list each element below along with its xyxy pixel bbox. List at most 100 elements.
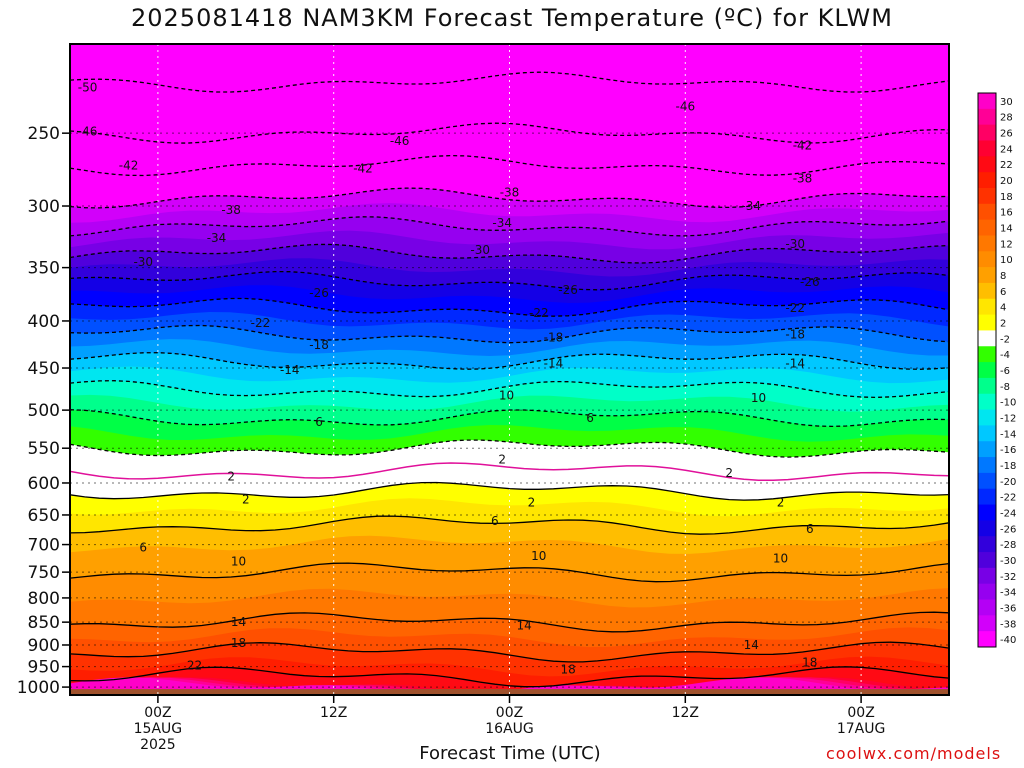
colorbar-swatch--36 xyxy=(978,599,996,616)
colorbar-label--14: -14 xyxy=(1000,429,1016,440)
contour-label-48: 18 xyxy=(560,663,575,677)
colorbar-swatch--14 xyxy=(978,425,996,442)
isotherm--18 xyxy=(70,324,949,344)
isotherm-22 xyxy=(70,666,949,688)
isotherm-2 xyxy=(70,481,949,501)
colorbar-label--26: -26 xyxy=(1000,524,1016,535)
contour-label-16: -26 xyxy=(309,286,329,300)
contour-label-37: 2 xyxy=(777,495,785,509)
contour-label-20: -22 xyxy=(529,306,549,320)
contour-label-1: -46 xyxy=(78,125,98,139)
contour-label-38: 6 xyxy=(491,514,499,528)
ytick-label-650: 650 xyxy=(28,506,60,526)
ytick-label-600: 600 xyxy=(28,474,60,494)
contour-label-42: 10 xyxy=(531,549,546,563)
xtick-label-3-0: 12Z xyxy=(672,705,699,721)
colorbar-swatch--2 xyxy=(978,330,996,347)
colorbar-swatch--28 xyxy=(978,536,996,553)
colorbar-label--28: -28 xyxy=(1000,540,1016,551)
colorbar-swatch-22 xyxy=(978,156,996,173)
colorbar-label-14: 14 xyxy=(1000,224,1013,235)
contour-labels: -50-46-46-46-42 -42-42-38-38-38-34-34-34-… xyxy=(78,80,820,676)
ytick-label-450: 450 xyxy=(28,359,60,379)
colorbar-swatch--22 xyxy=(978,488,996,506)
xtick-label-0-0: 00Z xyxy=(144,705,171,721)
colorbar-swatch--18 xyxy=(978,457,996,474)
contour-label-21: -22 xyxy=(785,301,805,315)
contour-label-2: -46 xyxy=(390,134,410,148)
colorbar-label-30: 30 xyxy=(1000,97,1013,108)
x-axis-label: Forecast Time (UTC) xyxy=(419,743,601,764)
contour-label-24: -18 xyxy=(785,328,805,342)
colorbar-swatch--6 xyxy=(978,362,996,379)
colorbar-swatch--8 xyxy=(978,377,996,395)
contour-label-43: 10 xyxy=(773,552,788,566)
contour-label-13: -30 xyxy=(133,255,153,269)
contour-label-45: 14 xyxy=(517,618,532,632)
xtick-label-2-0: 00Z xyxy=(496,705,523,721)
contour-label-25: -14 xyxy=(280,363,300,377)
colorbar-label-20: 20 xyxy=(1000,176,1013,187)
colorbar-swatch-10 xyxy=(978,251,996,268)
isotherm--22 xyxy=(70,297,949,317)
colorbar-label--34: -34 xyxy=(1000,588,1016,599)
colorbar-label--32: -32 xyxy=(1000,572,1016,583)
colorbar-swatch--24 xyxy=(978,504,996,521)
colorbar-label-24: 24 xyxy=(1000,144,1013,155)
contour-label-50: 22 xyxy=(187,658,202,672)
isotherm--46 xyxy=(70,122,949,144)
contour-label-14: -30 xyxy=(470,243,490,257)
xtick-label-0-1: 15AUG xyxy=(134,721,183,737)
contour-label-9: -38 xyxy=(793,171,813,185)
isotherm--14 xyxy=(70,352,949,370)
contour-label-34: 2 xyxy=(725,466,733,480)
isotherm--50 xyxy=(70,71,949,93)
colorbar-swatch--26 xyxy=(978,520,996,537)
contour-label-33: 2 xyxy=(227,469,235,483)
grid-lines xyxy=(70,44,949,695)
contour-label-5: -42 xyxy=(353,161,373,175)
ytick-label-300: 300 xyxy=(28,197,60,217)
isotherm--34 xyxy=(70,216,949,237)
contour-label-23: -18 xyxy=(544,331,564,345)
colorbar-swatch-6 xyxy=(978,282,996,300)
isotherm--30 xyxy=(70,243,949,264)
colorbar-swatch--40 xyxy=(978,631,996,648)
xtick-label-0-2: 2025 xyxy=(140,737,176,753)
contour-label-44: 14 xyxy=(231,615,246,629)
colorbar-swatch--38 xyxy=(978,615,996,632)
xtick-label-1-0: 12Z xyxy=(320,705,347,721)
colorbar-label--30: -30 xyxy=(1000,556,1016,567)
contour-label-49: 18 xyxy=(802,655,817,669)
contour-label-17: -26 xyxy=(558,283,578,297)
contour-label-46: 14 xyxy=(744,638,759,652)
contour-label-0: -50 xyxy=(78,80,98,94)
colorbar-swatch-14 xyxy=(978,219,996,236)
ytick-label-800: 800 xyxy=(28,589,60,609)
colorbar-label--40: -40 xyxy=(1000,635,1016,646)
contour-label-22: -18 xyxy=(309,338,329,352)
contour-label-19: -22 xyxy=(251,316,271,330)
ytick-label-750: 750 xyxy=(28,563,60,583)
contour-label-27: -14 xyxy=(785,357,805,371)
credit-link[interactable]: coolwx.com/models xyxy=(826,744,1002,763)
contour-label-4: -42 xyxy=(119,158,139,172)
isotherm--2 xyxy=(70,439,949,458)
contour-label-28: 10 xyxy=(499,388,514,402)
isotherm-6 xyxy=(70,515,949,535)
contour-label-11: -34 xyxy=(492,216,512,230)
contour-label-30: 6 xyxy=(315,415,323,429)
contour-label-32: 2 xyxy=(498,453,506,467)
colorbar-swatch-4 xyxy=(978,298,996,316)
colorbar-label--16: -16 xyxy=(1000,445,1016,456)
contour-label-41: 10 xyxy=(231,554,246,568)
colorbar-swatch-2 xyxy=(978,314,996,331)
colorbar-swatch-12 xyxy=(978,235,996,252)
xtick-label-2-1: 16AUG xyxy=(485,721,534,737)
contour-label-18: -26 xyxy=(800,275,820,289)
isotherm-18 xyxy=(70,641,949,663)
colorbar-swatch--30 xyxy=(978,552,996,569)
isotherm--42 xyxy=(70,154,949,177)
isotherm--10 xyxy=(70,380,949,399)
